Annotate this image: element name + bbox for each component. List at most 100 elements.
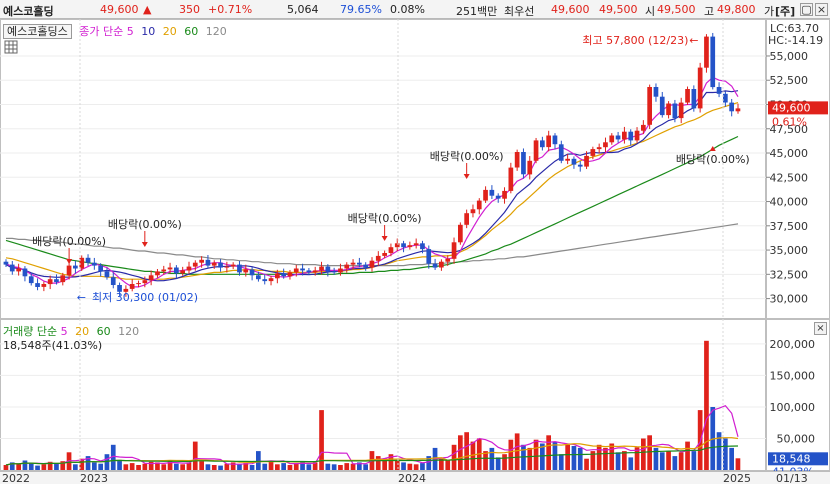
volume-bar xyxy=(622,451,627,470)
price-tick-label: 30,000 xyxy=(770,293,809,306)
volume-bar xyxy=(73,464,78,470)
candle-body xyxy=(357,262,362,265)
price-tick-label: 32,500 xyxy=(770,268,809,281)
volume-bar xyxy=(375,456,381,470)
volume-bar xyxy=(540,443,545,470)
volume-bar xyxy=(420,463,425,470)
volume-bar xyxy=(312,462,318,470)
candle-body xyxy=(615,135,621,140)
candle-body xyxy=(350,262,356,265)
volume-bar xyxy=(514,433,520,470)
candle-body xyxy=(186,266,192,271)
candle-body xyxy=(129,284,135,289)
volume-bar xyxy=(205,464,211,470)
volume-bar xyxy=(735,458,741,470)
date-label-2025: 2025 xyxy=(723,472,751,485)
candle-body xyxy=(716,87,722,94)
candle-body xyxy=(388,247,394,253)
volume-bar xyxy=(306,464,312,470)
candle-body xyxy=(641,124,646,131)
volume-tick-label: 50,000 xyxy=(777,432,816,445)
candle-body xyxy=(28,276,34,284)
candle-body xyxy=(325,266,331,272)
volume-bar xyxy=(628,457,634,470)
candle-body xyxy=(622,131,627,140)
header-amount: 251백만 xyxy=(456,5,498,18)
candle-body xyxy=(514,152,520,168)
candle-body xyxy=(117,285,122,292)
candle-body xyxy=(420,243,425,250)
volume-bar xyxy=(571,446,577,470)
current-price-marker xyxy=(768,101,828,115)
candle-body xyxy=(85,257,91,263)
candle-body xyxy=(155,271,160,276)
legend-ma10: 10 xyxy=(141,25,156,38)
dividend-arrow-icon xyxy=(709,146,716,151)
dividend-annotation: 배당락(0.00%) xyxy=(430,150,504,163)
current-volume-marker xyxy=(768,452,828,466)
price-panel-title[interactable]: 예스코홀딩스 xyxy=(3,24,72,39)
candle-body xyxy=(729,102,734,112)
stock-name[interactable]: 예스코홀딩 xyxy=(3,5,54,18)
candle-body xyxy=(22,268,28,277)
volume-bar xyxy=(186,462,192,470)
dividend-arrow-icon xyxy=(66,259,73,264)
header-change-pct: +0.71% xyxy=(208,3,253,16)
dividend-arrow-icon xyxy=(381,236,388,241)
candle-body xyxy=(533,140,539,161)
volume-bar xyxy=(407,463,413,470)
volume-panel-close-button[interactable]: × xyxy=(814,322,827,335)
candle-body xyxy=(407,245,413,248)
volume-tick-label: 200,000 xyxy=(770,338,816,351)
close-button[interactable]: × xyxy=(815,3,828,16)
legend-volume: 거래량 단순 xyxy=(3,325,58,338)
volume-bar xyxy=(180,464,185,470)
grid-icon[interactable] xyxy=(4,40,18,54)
volume-bar xyxy=(142,463,148,470)
high-price: 49,800 xyxy=(717,3,756,16)
volume-bar xyxy=(123,464,129,470)
legend-ma20: 20 xyxy=(162,25,177,38)
dividend-arrow-icon xyxy=(463,174,470,179)
candle-body xyxy=(458,224,463,243)
volume-bar xyxy=(155,462,160,470)
candle-body xyxy=(249,269,255,276)
candle-body xyxy=(9,264,15,272)
low-marker-arrow-icon: ← xyxy=(77,291,86,304)
candle-body xyxy=(338,268,343,273)
candle-body xyxy=(723,93,728,103)
volume-bar xyxy=(603,447,608,470)
volume-bar xyxy=(281,463,286,470)
candle-body xyxy=(205,259,211,266)
candle-body xyxy=(136,283,141,285)
price-tick-label: 47,500 xyxy=(770,123,809,136)
volume-bar xyxy=(237,464,242,470)
market-badge: [주] xyxy=(775,5,796,18)
price-tick-label: 37,500 xyxy=(770,220,809,233)
candle-body xyxy=(596,147,602,150)
dividend-annotation: 배당락(0.00%) xyxy=(676,153,750,166)
candle-body xyxy=(426,249,432,264)
volume-bar xyxy=(552,441,558,470)
best-bid: 49,500 xyxy=(599,3,638,16)
price-tick-label: 42,500 xyxy=(770,171,809,184)
candle-body xyxy=(237,264,242,273)
best-ask-label: 최우선 xyxy=(504,5,535,18)
volume-current: 18,548주(41.03%) xyxy=(3,339,103,352)
volume-bar xyxy=(262,463,268,470)
volume-bar xyxy=(470,441,476,470)
candle-body xyxy=(312,270,318,273)
candle-body xyxy=(199,259,204,263)
volume-bar xyxy=(685,441,690,470)
candle-body xyxy=(565,158,570,161)
candle-body xyxy=(218,262,223,268)
volume-bar xyxy=(357,462,362,470)
price-tick-label: 45,000 xyxy=(770,147,809,160)
volume-bar xyxy=(546,435,551,470)
volume-bar xyxy=(249,465,255,470)
volume-bar xyxy=(98,463,103,470)
window-restore-button[interactable]: ▢ xyxy=(800,3,813,16)
volume-bar xyxy=(243,463,249,470)
candle-body xyxy=(167,267,173,270)
price-legend: 예스코홀딩스 종가 단순 5 10 20 60 120 xyxy=(3,23,227,39)
